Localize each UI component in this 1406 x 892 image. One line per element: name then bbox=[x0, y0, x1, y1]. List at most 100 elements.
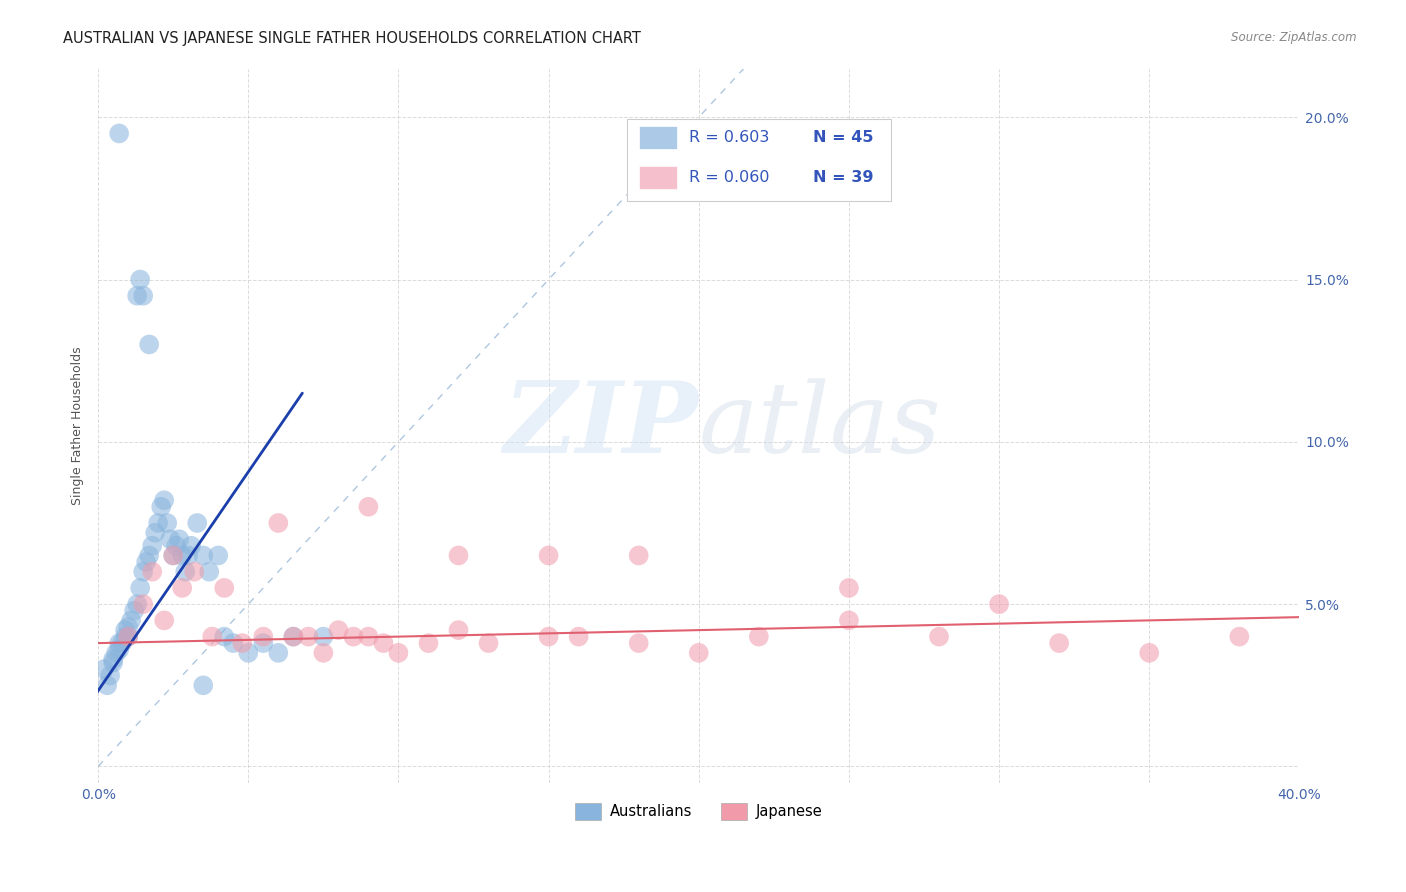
Point bbox=[231, 636, 253, 650]
Point bbox=[162, 549, 184, 563]
Point bbox=[148, 516, 170, 530]
Point bbox=[127, 597, 149, 611]
Point bbox=[122, 604, 145, 618]
Point bbox=[129, 581, 152, 595]
Point bbox=[141, 539, 163, 553]
Point bbox=[108, 127, 131, 141]
Point bbox=[132, 597, 155, 611]
Point bbox=[297, 630, 319, 644]
Point bbox=[108, 636, 131, 650]
Point bbox=[180, 539, 202, 553]
Point bbox=[748, 630, 770, 644]
Point bbox=[418, 636, 440, 650]
Text: atlas: atlas bbox=[699, 378, 942, 474]
Point bbox=[222, 636, 245, 650]
Point bbox=[117, 620, 139, 634]
Point bbox=[283, 630, 305, 644]
Point bbox=[1227, 630, 1250, 644]
Point bbox=[96, 678, 118, 692]
Point bbox=[198, 565, 221, 579]
Point bbox=[988, 597, 1011, 611]
Point bbox=[252, 630, 274, 644]
Point bbox=[98, 668, 121, 682]
Point bbox=[312, 630, 335, 644]
Point bbox=[138, 337, 160, 351]
Point bbox=[141, 565, 163, 579]
Point bbox=[101, 656, 124, 670]
Point bbox=[117, 630, 139, 644]
Point bbox=[537, 549, 560, 563]
Point bbox=[201, 630, 224, 644]
Point bbox=[214, 630, 236, 644]
Point bbox=[838, 581, 860, 595]
Bar bbox=[638, 127, 678, 149]
Point bbox=[283, 630, 305, 644]
Point bbox=[267, 646, 290, 660]
Point bbox=[193, 549, 215, 563]
Point bbox=[838, 613, 860, 627]
Point bbox=[357, 630, 380, 644]
Point bbox=[129, 272, 152, 286]
Text: Source: ZipAtlas.com: Source: ZipAtlas.com bbox=[1232, 31, 1357, 45]
Point bbox=[328, 623, 350, 637]
Point bbox=[120, 613, 142, 627]
Point bbox=[127, 289, 149, 303]
Point bbox=[172, 581, 194, 595]
Text: N = 45: N = 45 bbox=[813, 130, 873, 145]
Point bbox=[183, 565, 205, 579]
Point bbox=[193, 678, 215, 692]
Point bbox=[135, 555, 157, 569]
Point bbox=[238, 646, 260, 660]
Point bbox=[373, 636, 395, 650]
Point bbox=[928, 630, 950, 644]
Point bbox=[207, 549, 229, 563]
Point bbox=[1047, 636, 1070, 650]
Point bbox=[312, 646, 335, 660]
Point bbox=[143, 525, 166, 540]
Point bbox=[101, 652, 124, 666]
Text: ZIP: ZIP bbox=[503, 377, 699, 474]
FancyBboxPatch shape bbox=[627, 119, 891, 201]
Point bbox=[93, 662, 115, 676]
Point bbox=[357, 500, 380, 514]
Point bbox=[688, 646, 710, 660]
Y-axis label: Single Father Households: Single Father Households bbox=[72, 346, 84, 505]
Point bbox=[105, 646, 128, 660]
Point bbox=[153, 493, 176, 508]
Point bbox=[342, 630, 364, 644]
Point bbox=[159, 533, 181, 547]
Point bbox=[267, 516, 290, 530]
Point bbox=[387, 646, 409, 660]
Text: R = 0.603: R = 0.603 bbox=[689, 130, 769, 145]
Point bbox=[172, 549, 194, 563]
Point bbox=[114, 630, 136, 644]
Point bbox=[156, 516, 179, 530]
Point bbox=[447, 623, 470, 637]
Point bbox=[627, 636, 650, 650]
Point bbox=[165, 539, 187, 553]
Point bbox=[111, 636, 134, 650]
Text: R = 0.060: R = 0.060 bbox=[689, 169, 769, 185]
Point bbox=[252, 636, 274, 650]
Point bbox=[108, 642, 131, 657]
Bar bbox=[638, 166, 678, 188]
Point bbox=[132, 289, 155, 303]
Point bbox=[186, 516, 208, 530]
Point bbox=[177, 549, 200, 563]
Point bbox=[214, 581, 236, 595]
Point bbox=[477, 636, 499, 650]
Point bbox=[537, 630, 560, 644]
Point bbox=[167, 533, 190, 547]
Point bbox=[114, 623, 136, 637]
Point bbox=[132, 565, 155, 579]
Point bbox=[162, 549, 184, 563]
Point bbox=[1137, 646, 1160, 660]
Point bbox=[153, 613, 176, 627]
Text: AUSTRALIAN VS JAPANESE SINGLE FATHER HOUSEHOLDS CORRELATION CHART: AUSTRALIAN VS JAPANESE SINGLE FATHER HOU… bbox=[63, 31, 641, 46]
Point bbox=[174, 565, 197, 579]
Point bbox=[568, 630, 591, 644]
Point bbox=[150, 500, 173, 514]
Point bbox=[627, 549, 650, 563]
Text: N = 39: N = 39 bbox=[813, 169, 873, 185]
Legend: Australians, Japanese: Australians, Japanese bbox=[569, 797, 828, 825]
